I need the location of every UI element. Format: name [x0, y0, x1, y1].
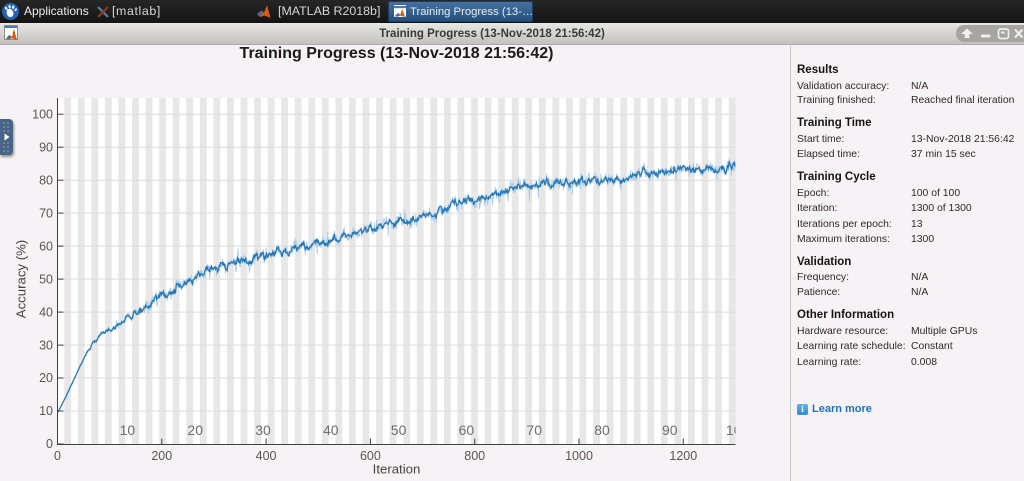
svg-text:20: 20	[39, 371, 53, 385]
svg-text:1000: 1000	[565, 449, 593, 463]
svg-text:1200: 1200	[669, 449, 697, 463]
svg-text:Accuracy (%): Accuracy (%)	[14, 240, 29, 318]
svg-text:20: 20	[187, 422, 203, 438]
svg-text:50: 50	[39, 272, 53, 286]
svg-text:60: 60	[459, 422, 475, 438]
svg-text:40: 40	[39, 305, 53, 319]
svg-text:400: 400	[256, 449, 277, 463]
svg-text:0: 0	[54, 449, 61, 463]
svg-text:100: 100	[726, 422, 750, 438]
svg-text:50: 50	[391, 422, 407, 438]
svg-text:80: 80	[39, 173, 53, 187]
svg-text:30: 30	[39, 338, 53, 352]
svg-text:200: 200	[151, 449, 172, 463]
svg-text:Iteration: Iteration	[373, 462, 421, 477]
svg-text:0: 0	[46, 437, 53, 451]
svg-text:800: 800	[464, 449, 485, 463]
svg-text:90: 90	[662, 422, 678, 438]
svg-text:30: 30	[255, 422, 271, 438]
svg-text:60: 60	[39, 239, 53, 253]
svg-text:80: 80	[594, 422, 610, 438]
svg-text:70: 70	[39, 206, 53, 220]
svg-text:10: 10	[120, 422, 136, 438]
svg-text:40: 40	[323, 422, 339, 438]
svg-text:600: 600	[360, 449, 381, 463]
svg-text:100: 100	[32, 107, 53, 121]
svg-text:70: 70	[526, 422, 542, 438]
svg-text:10: 10	[39, 404, 53, 418]
svg-text:90: 90	[39, 140, 53, 154]
